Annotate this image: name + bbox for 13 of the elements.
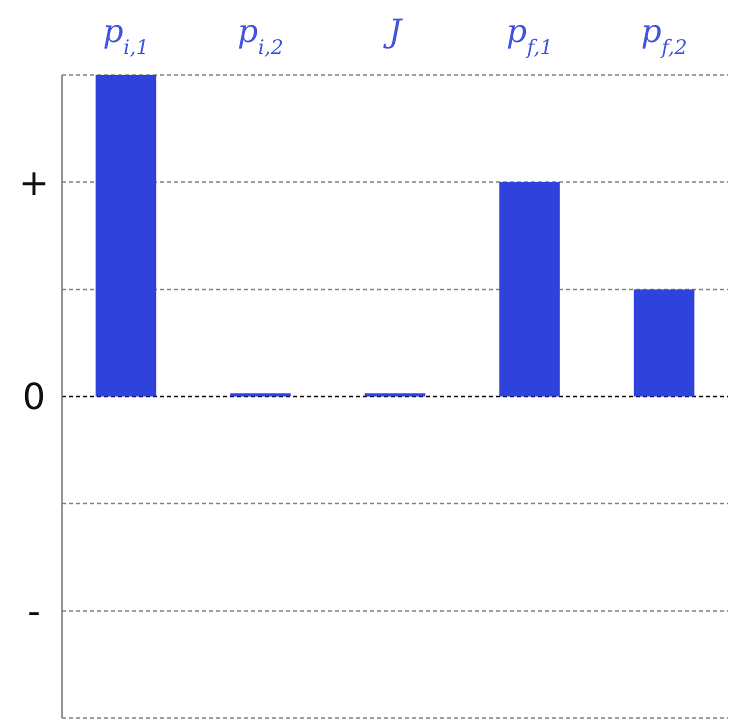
bar [364, 393, 426, 396]
bar [499, 182, 560, 396]
bar [634, 289, 694, 396]
x-tick-label: p$_{i,2}$ [237, 12, 284, 59]
bar [96, 75, 156, 396]
x-tick-label: p$_{i,1}$ [102, 12, 149, 59]
text: 0 [22, 377, 46, 418]
x-tick-label: J [382, 12, 404, 50]
text: - [28, 591, 40, 632]
x-tick-label: p$_{f,1}$ [506, 12, 553, 59]
bar [230, 393, 291, 396]
x-tick-label: p$_{f,2}$ [640, 12, 688, 59]
text: + [18, 162, 50, 204]
